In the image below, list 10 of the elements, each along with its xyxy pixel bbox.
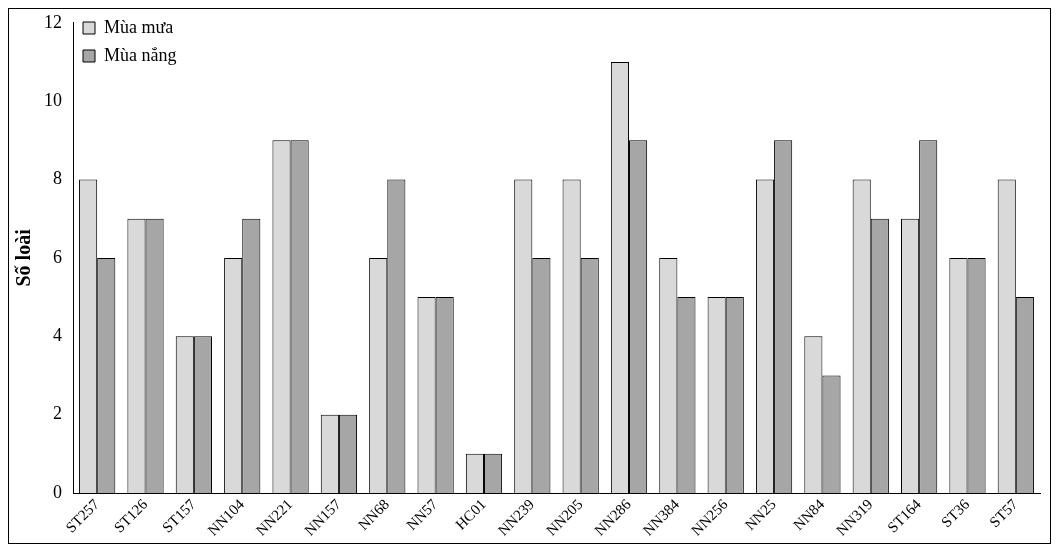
y-tick-label: 0 [53, 481, 62, 502]
legend-label: Mùa mưa [104, 16, 174, 37]
y-tick-label: 8 [53, 168, 62, 189]
y-tick-label: 10 [44, 89, 62, 110]
y-tick-label: 6 [53, 246, 62, 267]
y-tick-label: 4 [53, 325, 62, 346]
y-tick-label: 12 [44, 11, 62, 32]
legend-label: Mùa nắng [104, 44, 177, 65]
y-axis-title: Số loài [12, 228, 35, 287]
y-tick-label: 2 [53, 403, 62, 424]
